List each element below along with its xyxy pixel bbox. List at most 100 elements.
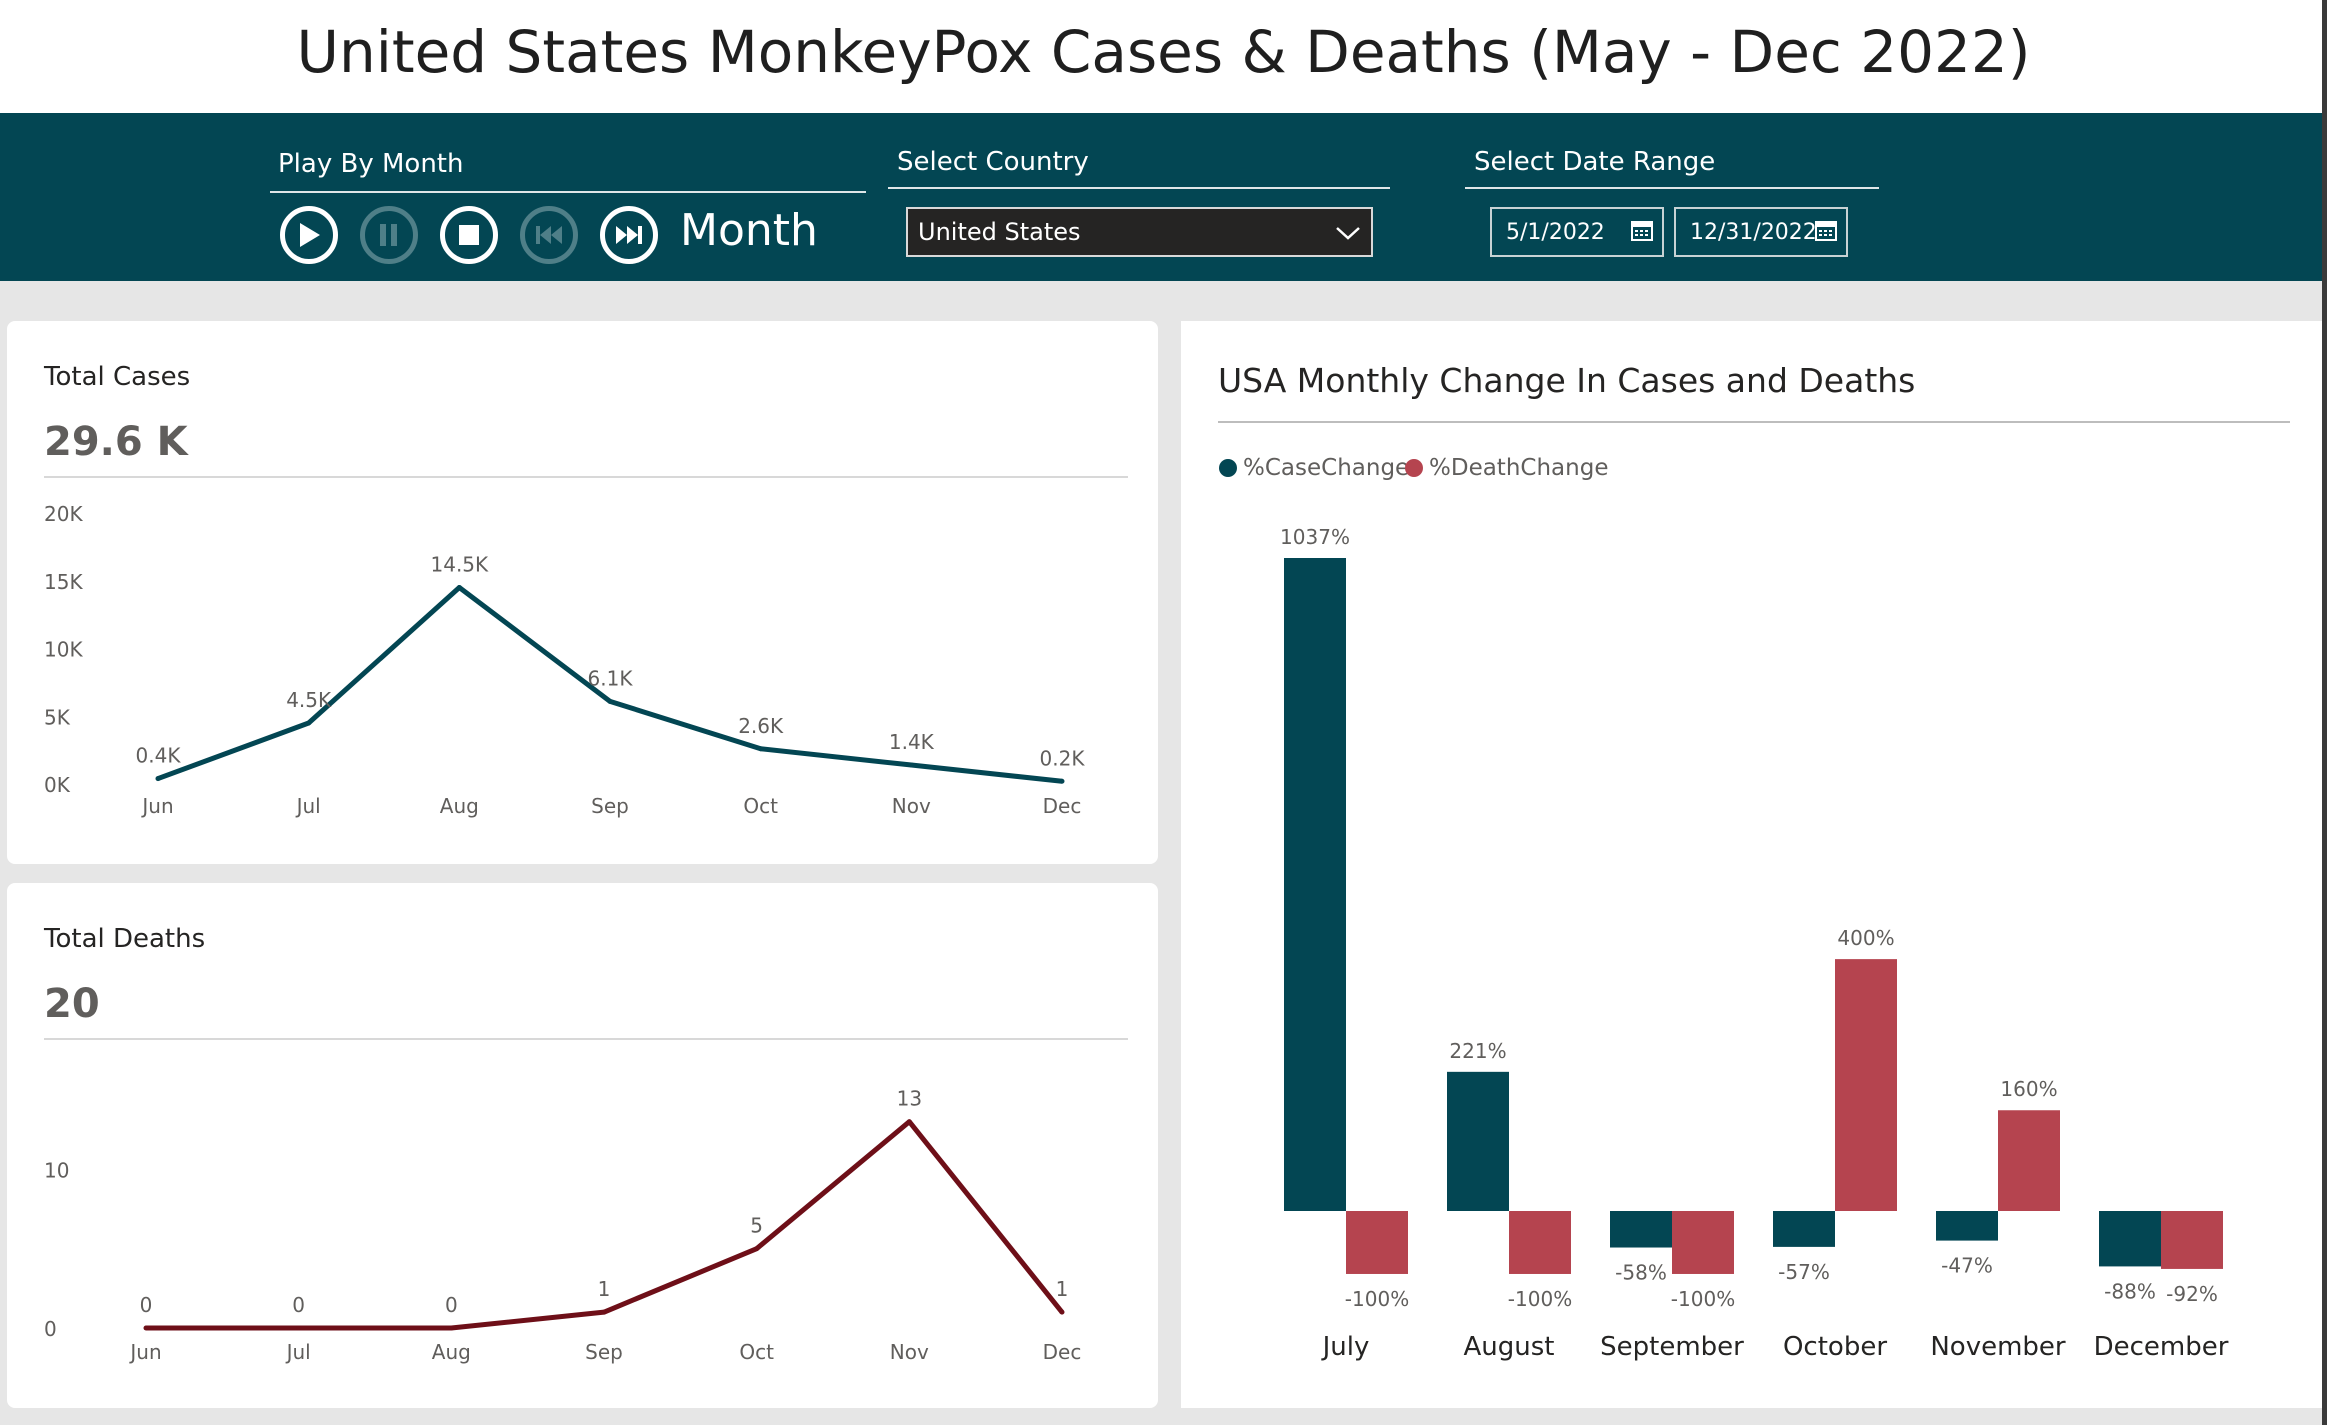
data-point bbox=[296, 1325, 302, 1331]
data-label: -57% bbox=[1778, 1260, 1830, 1284]
previous-button[interactable] bbox=[520, 206, 578, 264]
data-label: -88% bbox=[2104, 1279, 2156, 1303]
data-label: -58% bbox=[1615, 1261, 1667, 1285]
data-label: 0 bbox=[140, 1293, 153, 1317]
data-point bbox=[601, 1309, 607, 1315]
play-icon bbox=[300, 223, 320, 247]
pause-icon bbox=[380, 224, 397, 246]
data-point bbox=[143, 1325, 149, 1331]
data-point bbox=[306, 720, 312, 726]
x-tick-label: Jun bbox=[128, 1340, 161, 1364]
x-tick-label: Aug bbox=[432, 1340, 471, 1364]
bar-death-change bbox=[1998, 1110, 2060, 1211]
data-label: 0 bbox=[292, 1293, 305, 1317]
legend-death-change[interactable]: %DeathChange bbox=[1405, 455, 1608, 481]
data-label: 1.4K bbox=[889, 730, 935, 754]
total-cases-title: Total Cases bbox=[44, 362, 191, 392]
play-button[interactable] bbox=[280, 206, 338, 264]
filter-bar: Play By Month Month Select Country Unite… bbox=[0, 113, 2327, 281]
data-label: -100% bbox=[1671, 1287, 1735, 1311]
select-country-label: Select Country bbox=[897, 147, 1089, 177]
data-label: -100% bbox=[1345, 1287, 1409, 1311]
legend-label: %DeathChange bbox=[1429, 455, 1609, 481]
monthly-change-card: USA Monthly Change In Cases and Deaths %… bbox=[1181, 321, 2322, 1408]
data-label: 400% bbox=[1837, 926, 1894, 950]
data-label: 1 bbox=[1056, 1277, 1069, 1301]
legend-label: %CaseChange bbox=[1243, 455, 1410, 481]
window-edge bbox=[2322, 0, 2327, 1425]
calendar-icon[interactable] bbox=[1630, 219, 1654, 243]
data-label: 4.5K bbox=[286, 688, 332, 712]
data-point bbox=[456, 585, 462, 591]
chevron-down-icon bbox=[1336, 227, 1360, 240]
total-deaths-title: Total Deaths bbox=[44, 924, 206, 954]
legend-dot bbox=[1219, 459, 1237, 477]
x-tick-label: November bbox=[1930, 1332, 2066, 1362]
x-tick-label: Sep bbox=[585, 1340, 623, 1364]
skip-forward-icon bbox=[616, 226, 642, 244]
data-point bbox=[758, 746, 764, 752]
play-divider bbox=[270, 191, 866, 193]
x-tick-label: Aug bbox=[440, 794, 479, 818]
data-point bbox=[906, 1119, 912, 1125]
data-label: 6.1K bbox=[588, 666, 634, 690]
data-point bbox=[448, 1325, 454, 1331]
x-tick-label: Jun bbox=[140, 794, 173, 818]
next-button[interactable] bbox=[600, 206, 658, 264]
bar-case-change bbox=[1773, 1211, 1835, 1247]
x-tick-label: Oct bbox=[739, 1340, 774, 1364]
data-point bbox=[1059, 1309, 1065, 1315]
country-dropdown[interactable]: United States bbox=[906, 207, 1373, 257]
play-by-month-label: Play By Month bbox=[278, 149, 464, 179]
data-label: 1037% bbox=[1280, 525, 1350, 549]
total-deaths-line-chart: 0 10 0 Jun 0 Jul 0 Aug 1 Sep 5 Oct 13 Nov 1 Dec bbox=[44, 1087, 1081, 1364]
bar-case-change bbox=[1936, 1211, 1998, 1241]
data-label: 160% bbox=[2000, 1077, 2057, 1101]
x-tick-label: Oct bbox=[743, 794, 778, 818]
skip-back-icon bbox=[536, 226, 562, 244]
y-tick-label: 20K bbox=[44, 502, 83, 526]
kpi-divider bbox=[44, 476, 1128, 478]
data-point bbox=[155, 776, 161, 782]
x-tick-label: Dec bbox=[1043, 794, 1082, 818]
data-point bbox=[908, 762, 914, 768]
end-date-value: 12/31/2022 bbox=[1690, 219, 1817, 245]
x-tick-label: Jul bbox=[295, 794, 321, 818]
calendar-icon[interactable] bbox=[1814, 219, 1838, 243]
legend-case-change[interactable]: %CaseChange bbox=[1219, 455, 1409, 481]
data-label: 0.4K bbox=[136, 744, 182, 768]
x-tick-label: September bbox=[1600, 1332, 1744, 1362]
start-date-input[interactable]: 5/1/2022 bbox=[1490, 207, 1664, 257]
y-tick-label: 10 bbox=[44, 1158, 69, 1182]
bar-death-change bbox=[1672, 1211, 1734, 1274]
title-divider bbox=[1218, 421, 2290, 423]
pause-button[interactable] bbox=[360, 206, 418, 264]
x-tick-label: October bbox=[1783, 1332, 1887, 1362]
stop-icon bbox=[459, 225, 479, 245]
bar-death-change bbox=[1346, 1211, 1408, 1274]
x-tick-label: Jul bbox=[285, 1340, 311, 1364]
x-tick-label: December bbox=[2094, 1332, 2229, 1362]
x-tick-label: July bbox=[1321, 1332, 1370, 1362]
data-label: -47% bbox=[1941, 1254, 1993, 1278]
data-label: 13 bbox=[897, 1087, 922, 1111]
x-tick-label: Nov bbox=[892, 794, 931, 818]
monthly-change-title: USA Monthly Change In Cases and Deaths bbox=[1218, 361, 1916, 400]
data-label: 221% bbox=[1449, 1039, 1506, 1063]
x-tick-label: Sep bbox=[591, 794, 629, 818]
page-title: United States MonkeyPox Cases & Deaths (… bbox=[296, 18, 2031, 86]
current-month-label: Month bbox=[680, 205, 818, 256]
stop-button[interactable] bbox=[440, 206, 498, 264]
total-cases-card: Total Cases 29.6 K 0K 5K 10K 15K 20K 0.4K Jun 4… bbox=[7, 321, 1158, 864]
y-tick-label: 5K bbox=[44, 705, 71, 729]
end-date-input[interactable]: 12/31/2022 bbox=[1674, 207, 1848, 257]
title-bar: United States MonkeyPox Cases & Deaths (… bbox=[0, 0, 2327, 113]
date-divider bbox=[1465, 187, 1879, 189]
y-tick-label: 15K bbox=[44, 570, 83, 594]
data-point bbox=[754, 1246, 760, 1252]
country-divider bbox=[888, 187, 1390, 189]
bar-case-change bbox=[2099, 1211, 2161, 1267]
data-label: 1 bbox=[598, 1277, 611, 1301]
total-cases-line-chart: 0K 5K 10K 15K 20K 0.4K Jun 4.5K Jul 14.5K Aug 6.1K S… bbox=[44, 502, 1085, 818]
y-tick-label: 0 bbox=[44, 1317, 57, 1341]
